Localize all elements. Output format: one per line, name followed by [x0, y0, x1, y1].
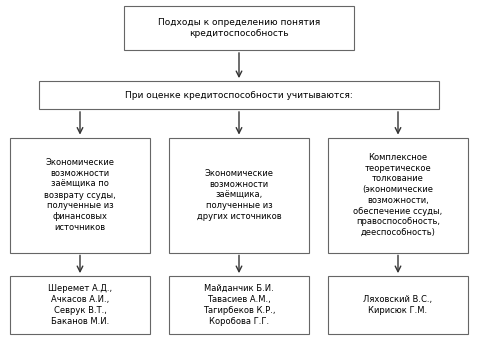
Bar: [169, 137, 309, 252]
Text: Комплексное
теоретическое
толкование
(экономические
возможности,
обеспечение ссу: Комплексное теоретическое толкование (эк…: [353, 153, 443, 237]
Bar: [10, 137, 150, 252]
Bar: [328, 137, 468, 252]
Text: Экономические
возможности
заёмщика по
возврату ссуды,
полученные из
финансовых
и: Экономические возможности заёмщика по во…: [44, 158, 116, 232]
Bar: [39, 81, 439, 109]
Text: Подходы к определению понятия
кредитоспособность: Подходы к определению понятия кредитоспо…: [158, 18, 320, 38]
Bar: [10, 276, 150, 334]
Bar: [124, 6, 354, 50]
Text: Ляховский В.С.,
Кирисюк Г.М.: Ляховский В.С., Кирисюк Г.М.: [363, 295, 433, 315]
Bar: [328, 276, 468, 334]
Text: Шеремет А.Д.,
Ачкасов А.И.,
Севрук В.Т.,
Баканов М.И.: Шеремет А.Д., Ачкасов А.И., Севрук В.Т.,…: [48, 284, 112, 326]
Text: При оценке кредитоспособности учитываются:: При оценке кредитоспособности учитываютс…: [125, 90, 353, 100]
Text: Майданчик Б.И.
Тавасиев А.М.,
Тагирбеков К.Р.,
Коробова Г.Г.: Майданчик Б.И. Тавасиев А.М., Тагирбеков…: [203, 284, 275, 326]
Text: Экономические
возможности
заёмщика,
полученные из
других источников: Экономические возможности заёмщика, полу…: [196, 169, 282, 221]
Bar: [169, 276, 309, 334]
